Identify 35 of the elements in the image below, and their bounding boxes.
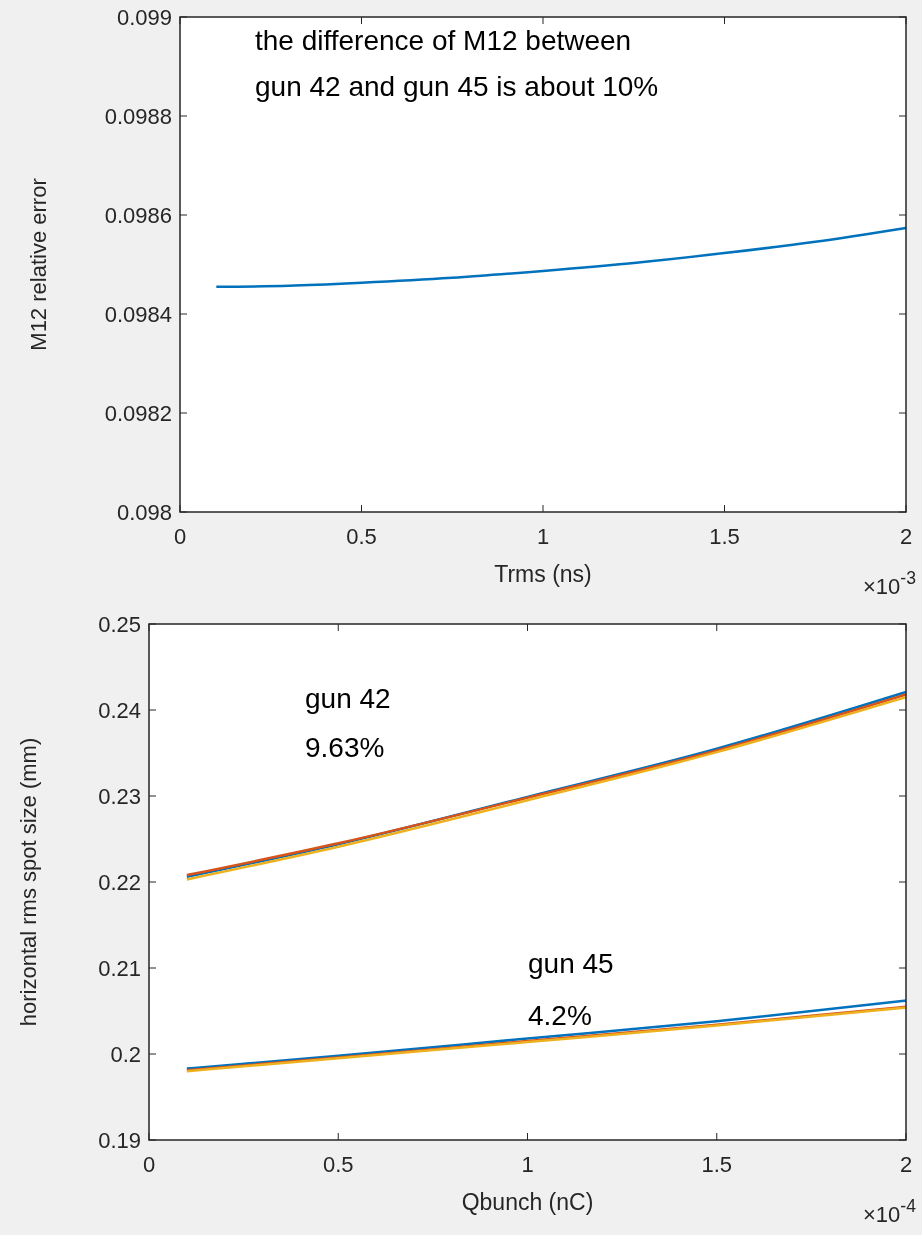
x-tick-label: 1 <box>521 1152 534 1177</box>
y-tick-label: 0.0986 <box>104 203 172 228</box>
y-tick-label: 0.0988 <box>104 104 172 129</box>
x-tick-label: 2 <box>899 524 913 549</box>
annotation: gun 45 <box>528 948 614 979</box>
y-tick-label: 0.24 <box>98 698 141 723</box>
y-tick-label: 0.23 <box>98 784 141 809</box>
x-tick-label: 0 <box>142 1152 156 1177</box>
x-tick-label: 0 <box>173 524 187 549</box>
x-tick-label: 2 <box>899 1152 913 1177</box>
y-tick-label: 0.0984 <box>104 302 172 327</box>
y-tick-label: 0.098 <box>116 500 172 525</box>
text: ×10$^{-4}$ <box>863 1196 917 1227</box>
x-tick-label: 1.5 <box>709 524 740 549</box>
text: ×10$^{-3}$ <box>863 568 917 599</box>
y-tick-label: 0.099 <box>116 5 172 30</box>
y-tick-label: 0.22 <box>98 870 141 895</box>
y-axis-title: horizontal rms spot size (mm) <box>16 737 41 1027</box>
y-tick-label: 0.25 <box>98 612 141 637</box>
annotation: 9.63% <box>305 732 385 763</box>
x-axis-title: Qbunch (nC) <box>461 1189 594 1215</box>
x-tick-label: 0.5 <box>322 1152 354 1177</box>
y-axis-title: M12 relative error <box>26 178 51 351</box>
x-tick-label: 0.5 <box>346 524 377 549</box>
x-tick-label: 1.5 <box>701 1152 733 1177</box>
y-tick-label: 0.21 <box>98 956 141 981</box>
y-tick-label: 0.0982 <box>104 401 172 426</box>
annotation: the difference of M12 between gun 42 and gun 45 is about 10% <box>255 25 659 102</box>
x-tick-label: 1 <box>536 524 550 549</box>
annotation: 4.2% <box>528 1000 592 1031</box>
y-tick-label: 0.19 <box>98 1128 141 1153</box>
y-tick-label: 0.2 <box>110 1042 141 1067</box>
line-series <box>215 226 908 289</box>
x-axis-title: Trms (ns) <box>494 561 592 587</box>
annotation: gun 42 <box>305 683 391 714</box>
